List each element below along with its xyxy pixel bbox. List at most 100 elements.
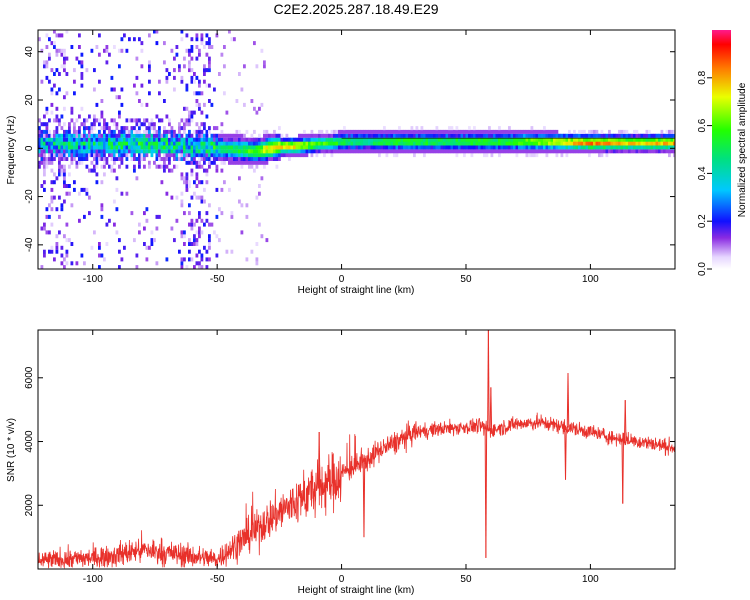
heatmap-cell <box>95 137 99 142</box>
heatmap-cell <box>68 172 71 177</box>
heatmap-cell <box>400 141 404 146</box>
heatmap-cell <box>245 257 249 262</box>
heatmap-cell <box>60 126 64 131</box>
heatmap-cell <box>450 137 454 142</box>
heatmap-cell <box>250 137 254 142</box>
heatmap-cell <box>388 133 391 138</box>
heatmap-cell <box>103 157 106 161</box>
heatmap-cell <box>230 141 234 146</box>
heatmap-cell <box>418 145 421 150</box>
heatmap-cell <box>240 145 244 150</box>
heatmap-cell <box>380 133 384 138</box>
heatmap-cell <box>570 145 574 150</box>
heatmap-cell <box>163 99 166 103</box>
heatmap-cell <box>133 141 136 146</box>
heatmap-cell <box>255 153 259 158</box>
heatmap-cell <box>80 122 84 127</box>
heatmap-cell <box>125 145 129 150</box>
heatmap-cell <box>68 164 71 169</box>
heatmap-cell <box>258 222 261 227</box>
heatmap-cell <box>163 129 166 134</box>
heatmap-cell <box>218 149 221 154</box>
heatmap-cell <box>388 149 391 154</box>
heatmap-cell <box>128 153 131 158</box>
heatmap-cell <box>270 141 274 146</box>
heatmap-cell <box>133 149 136 154</box>
heatmap-cell <box>470 149 474 154</box>
heatmap-cell <box>48 56 51 61</box>
heatmap-cell <box>113 133 116 138</box>
heatmap-cell <box>558 133 561 138</box>
heatmap-cell <box>113 199 116 204</box>
heatmap-cell <box>45 75 49 80</box>
y-tick-label: 0 <box>24 145 35 151</box>
heatmap-cell <box>643 145 646 150</box>
heatmap-cell <box>98 141 101 146</box>
heatmap-cell <box>235 149 239 154</box>
heatmap-cell <box>248 149 251 154</box>
heatmap-cell <box>185 153 189 158</box>
heatmap-cell <box>480 149 484 154</box>
heatmap-cell <box>163 168 166 173</box>
heatmap-cell <box>150 118 154 123</box>
heatmap-cell <box>180 203 184 208</box>
heatmap-cell <box>118 265 121 269</box>
heatmap-cell <box>478 145 481 150</box>
heatmap-cell <box>293 137 296 142</box>
heatmap-cell <box>655 137 659 142</box>
heatmap-cell <box>198 249 201 254</box>
heatmap-cell <box>168 141 171 146</box>
heatmap-cell <box>68 126 71 131</box>
heatmap-cell <box>253 149 256 154</box>
heatmap-cell <box>240 164 244 169</box>
heatmap-cell <box>140 48 144 53</box>
heatmap-cell <box>215 33 219 38</box>
heatmap-cell <box>195 218 199 223</box>
heatmap-cell <box>180 145 184 150</box>
heatmap-cell <box>138 157 141 161</box>
y-tick-label: 4000 <box>24 430 35 453</box>
heatmap-cell <box>250 141 254 146</box>
heatmap-cell <box>490 153 494 158</box>
heatmap-cell <box>495 149 499 154</box>
heatmap-cell <box>140 153 144 158</box>
heatmap-cell <box>403 137 406 142</box>
heatmap-cell <box>218 133 221 138</box>
heatmap-cell <box>63 95 66 100</box>
snr-spike <box>318 431 321 489</box>
heatmap-cell <box>375 137 379 142</box>
heatmap-cell <box>223 180 226 185</box>
heatmap-cell <box>558 145 561 150</box>
heatmap-cell <box>260 176 264 181</box>
heatmap-cell <box>580 145 584 150</box>
heatmap-cell <box>133 133 136 138</box>
heatmap-cell <box>233 145 236 150</box>
heatmap-cell <box>63 149 66 154</box>
heatmap-cell <box>323 153 326 158</box>
heatmap-cell <box>43 133 46 138</box>
heatmap-cell <box>408 141 411 146</box>
heatmap-cell <box>208 64 211 69</box>
heatmap-cell <box>48 118 51 123</box>
heatmap-cell <box>203 133 206 138</box>
heatmap-cell <box>108 149 111 154</box>
heatmap-cell <box>100 164 104 169</box>
heatmap-cell <box>45 110 49 115</box>
heatmap-cell <box>93 118 96 123</box>
heatmap-cell <box>533 145 536 150</box>
heatmap-cell <box>53 141 56 146</box>
heatmap-cell <box>405 133 409 138</box>
heatmap-cell <box>205 265 209 269</box>
snr-line <box>38 412 675 569</box>
heatmap-cell <box>500 133 504 138</box>
heatmap-cell <box>48 52 51 57</box>
heatmap-cell <box>223 153 226 158</box>
heatmap-cell <box>535 137 539 142</box>
heatmap-cell <box>250 145 254 150</box>
heatmap-cell <box>53 137 56 142</box>
heatmap-cell <box>155 157 159 161</box>
heatmap-cell <box>75 153 79 158</box>
heatmap-cell <box>215 157 219 161</box>
heatmap-cell <box>343 137 346 142</box>
